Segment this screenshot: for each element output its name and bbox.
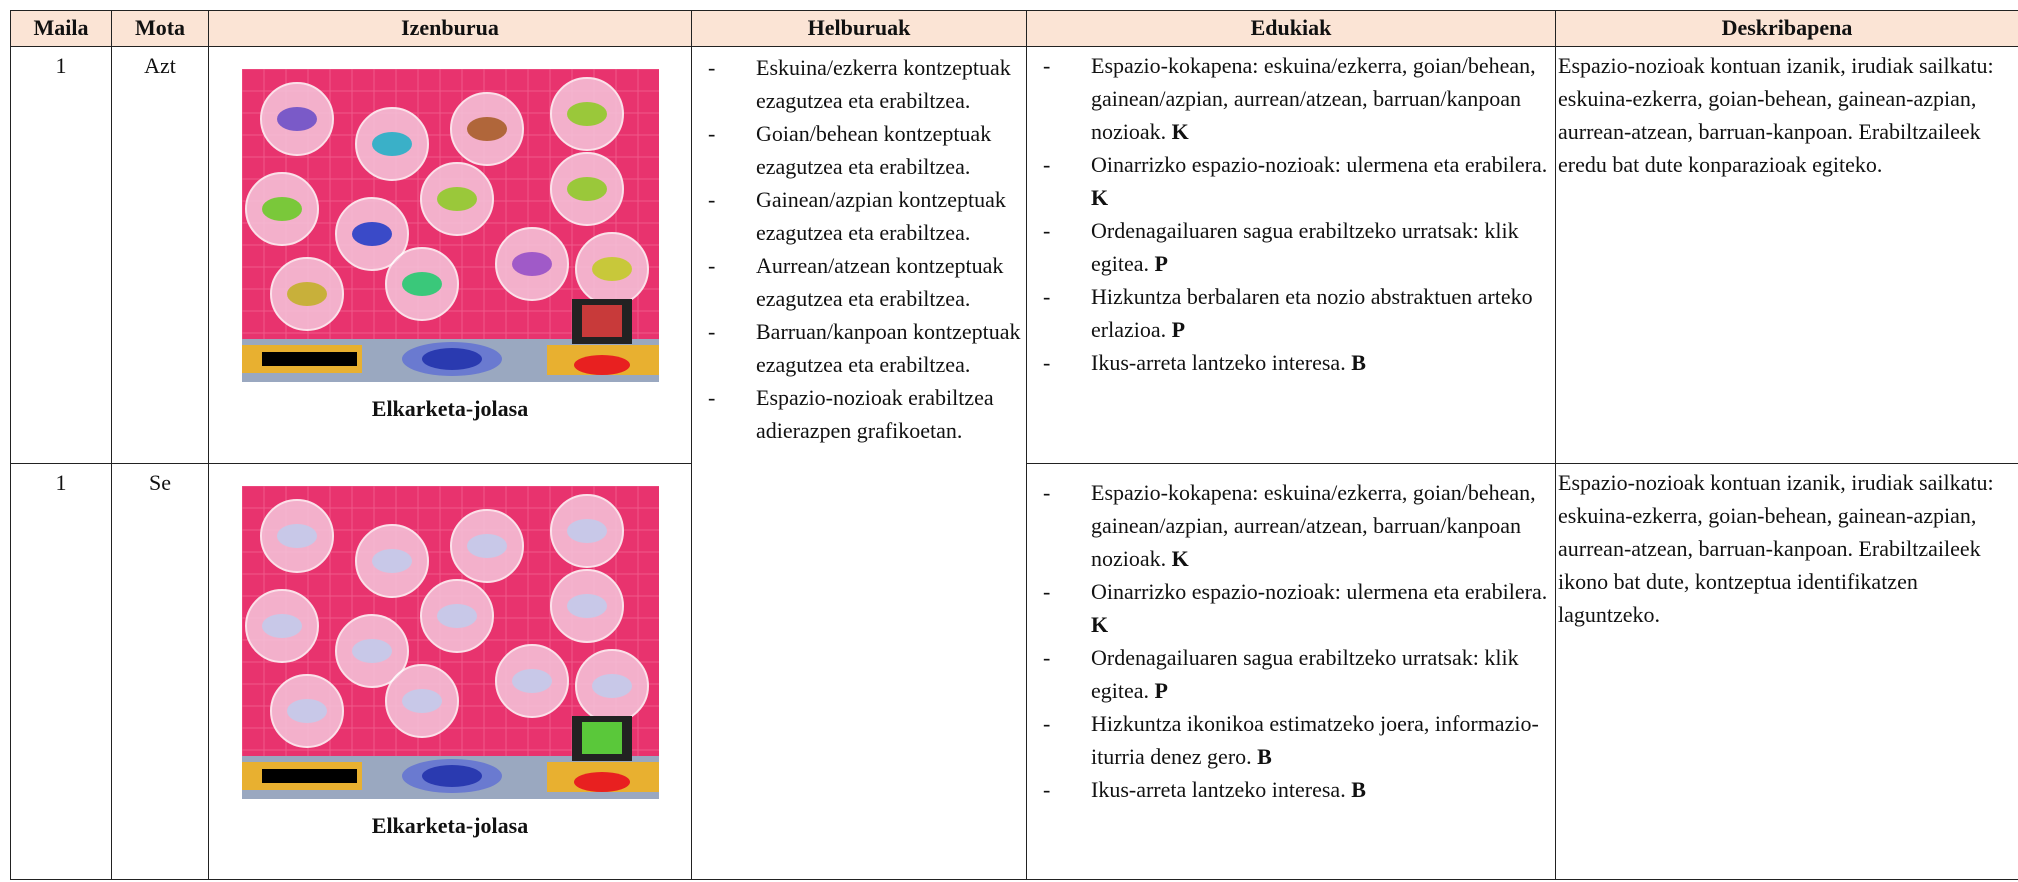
maila-cell: 1 — [10, 46, 112, 464]
izenburua-cell: Elkarketa-jolasa — [208, 46, 692, 464]
list-item: Goian/behean kontzeptuak ezagutzea eta e… — [708, 117, 1022, 183]
edukiak-list: Espazio-kokapena: eskuina/ezkerra, goian… — [1031, 49, 1551, 379]
list-item: Ordenagailuaren sagua erabiltzeko urrats… — [1043, 214, 1551, 280]
item-text: Espazio-kokapena: eskuina/ezkerra, goian… — [1091, 53, 1536, 144]
row: 1Se Elkarketa-jolasa Espazio-kokapena: esk… — [10, 463, 2018, 880]
header-row: Maila Mota Izenburua Helburuak Edukiak Deskri… — [10, 10, 2018, 47]
deskribapena-cell: Espazio-nozioak kontuan izanik, irudiak … — [1555, 463, 2018, 880]
item-tag: B — [1351, 777, 1366, 802]
list-item: Gainean/azpian kontzeptuak ezagutzea eta… — [708, 183, 1022, 249]
list-item: Oinarrizko espazio-nozioak: ulermena eta… — [1043, 148, 1551, 214]
mota-cell: Se — [111, 463, 209, 880]
item-tag: K — [1091, 612, 1109, 637]
item-tag: K — [1091, 185, 1109, 210]
list-item: Espazio-kokapena: eskuina/ezkerra, goian… — [1043, 476, 1551, 575]
list-item: Ikus-arreta lantzeko interesa. B — [1043, 346, 1551, 379]
game-screenshot — [241, 486, 659, 799]
item-text: Hizkuntza berbalaren eta nozio abstraktu… — [1091, 284, 1533, 342]
edukiak-cell: Espazio-kokapena: eskuina/ezkerra, goian… — [1026, 463, 1556, 880]
helburuak-cell: Eskuina/ezkerra kontzeptuak ezagutzea et… — [691, 46, 1027, 880]
caption: Elkarketa-jolasa — [371, 396, 529, 421]
item-text: Oinarrizko espazio-nozioak: ulermena eta… — [1091, 152, 1548, 177]
list-item: Hizkuntza berbalaren eta nozio abstraktu… — [1043, 280, 1551, 346]
item-text: Hizkuntza ikonikoa estimatzeko joera, in… — [1091, 711, 1539, 769]
item-tag: B — [1351, 350, 1366, 375]
helburuak-list: Eskuina/ezkerra kontzeptuak ezagutzea et… — [696, 51, 1022, 447]
header-cell: Mota — [111, 10, 209, 47]
item-tag: P — [1154, 251, 1168, 276]
item-tag: K — [1171, 119, 1189, 144]
table: Maila Mota Izenburua Helburuak Edukiak Deskri… — [10, 10, 2018, 880]
list-item: Aurrean/atzean kontzeptuak ezagutzea eta… — [708, 249, 1022, 315]
item-tag: P — [1171, 317, 1186, 342]
maila-cell: 1 — [10, 463, 112, 880]
item-tag: K — [1171, 546, 1189, 571]
list-item: Barruan/kanpoan kontzeptuak ezagutzea et… — [708, 315, 1022, 381]
item-text: Espazio-kokapena: eskuina/ezkerra, goian… — [1091, 480, 1536, 571]
item-tag: B — [1257, 744, 1272, 769]
list-item: Eskuina/ezkerra kontzeptuak ezagutzea et… — [708, 51, 1022, 117]
list-item: Hizkuntza ikonikoa estimatzeko joera, in… — [1043, 707, 1551, 773]
list-item: Ordenagailuaren sagua erabiltzeko urrats… — [1043, 641, 1551, 707]
list-item: Oinarrizko espazio-nozioak: ulermena eta… — [1043, 575, 1551, 641]
header-cell: Izenburua — [208, 10, 692, 47]
item-text: Oinarrizko espazio-nozioak: ulermena eta… — [1091, 579, 1548, 604]
izenburua-cell: Elkarketa-jolasa — [208, 463, 692, 880]
deskribapena-cell: Espazio-nozioak kontuan izanik, irudiak … — [1555, 46, 2018, 464]
mota-cell: Azt — [111, 46, 209, 464]
caption: Elkarketa-jolasa — [371, 813, 529, 838]
item-text: Ikus-arreta lantzeko interesa. — [1091, 777, 1346, 802]
edukiak-cell: Espazio-kokapena: eskuina/ezkerra, goian… — [1026, 46, 1556, 464]
item-text: Ikus-arreta lantzeko interesa. — [1091, 350, 1346, 375]
list-item: Espazio-kokapena: eskuina/ezkerra, goian… — [1043, 49, 1551, 148]
item-text: Ordenagailuaren sagua erabiltzeko urrats… — [1091, 645, 1519, 703]
header-cell: Edukiak — [1026, 10, 1556, 47]
list-item: Espazio-nozioak erabiltzea adierazpen gr… — [708, 381, 1022, 447]
game-screenshot — [241, 69, 659, 382]
header-cell: Helburuak — [691, 10, 1027, 47]
list-item: Ikus-arreta lantzeko interesa. B — [1043, 773, 1551, 806]
item-text: Ordenagailuaren sagua erabiltzeko urrats… — [1091, 218, 1519, 276]
header-cell: Deskribapena — [1555, 10, 2018, 47]
edukiak-list: Espazio-kokapena: eskuina/ezkerra, goian… — [1031, 476, 1551, 806]
header-cell: Maila — [10, 10, 112, 47]
item-tag: P — [1154, 678, 1168, 703]
table-body: Maila Mota Izenburua Helburuak Edukiak Deskri… — [10, 10, 2018, 880]
